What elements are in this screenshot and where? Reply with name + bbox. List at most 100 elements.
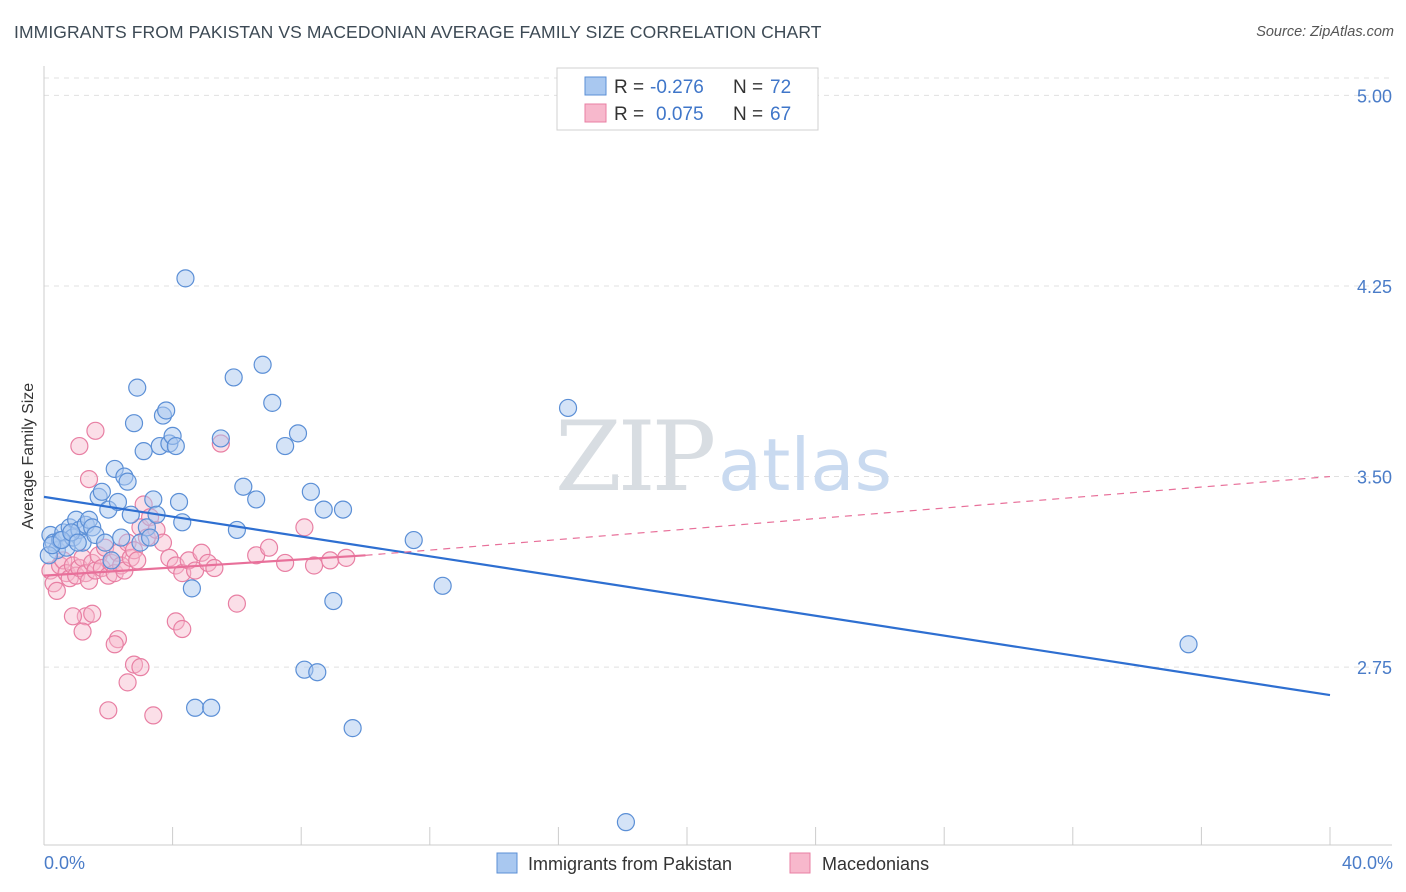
trend-line-macedonians-extended [365, 475, 1331, 556]
data-point-pakistan [234, 477, 253, 496]
data-point-pakistan [288, 424, 308, 443]
axes: 2.75 3.50 4.25 5.00 0.0% 40.0% [43, 66, 1393, 873]
bottom-legend-label-pakistan: Immigrants from Pakistan [528, 854, 732, 874]
y-tick-label: 2.75 [1357, 658, 1392, 678]
legend-r-value-1: -0.276 [650, 77, 704, 98]
y-tick-label: 3.50 [1357, 468, 1392, 488]
data-point-macedonians [47, 581, 66, 601]
data-point-pakistan [314, 500, 333, 519]
trend-line-pakistan [43, 495, 1331, 697]
correlation-legend: R = -0.276 N = 72 R = 0.075 N = 67 [556, 67, 819, 131]
data-point-macedonians [192, 543, 211, 562]
legend-n-value-1: 72 [770, 77, 791, 98]
data-point-pakistan [276, 436, 295, 456]
y-tick-label: 4.25 [1357, 277, 1392, 297]
data-point-pakistan [211, 429, 230, 448]
series-legend: Immigrants from Pakistan Macedonians [496, 852, 929, 874]
x-tick-label-max: 40.0% [1342, 853, 1393, 873]
data-point-pakistan [224, 368, 243, 387]
y-axis-label: Average Family Size [20, 383, 37, 530]
data-point-pakistan [118, 472, 137, 491]
data-point-pakistan [202, 698, 221, 717]
data-point-pakistan [324, 591, 343, 611]
trend-line-macedonians [43, 554, 366, 577]
grid [44, 77, 1392, 668]
data-point-macedonians [70, 436, 89, 456]
data-point-pakistan [102, 551, 121, 570]
data-point-pakistan [95, 533, 115, 552]
data-point-macedonians [173, 619, 192, 639]
data-point-pakistan [343, 719, 362, 738]
chart-title: IMMIGRANTS FROM PAKISTAN VS MACEDONIAN A… [14, 22, 822, 42]
series-immigrants-from-pakistan [39, 269, 1198, 832]
data-point-macedonians [83, 604, 102, 623]
bottom-legend-swatch-blue [496, 852, 518, 874]
data-point-pakistan [247, 490, 266, 509]
data-point-pakistan [301, 482, 320, 501]
data-point-macedonians [227, 594, 246, 613]
data-point-pakistan [144, 490, 163, 509]
data-point-macedonians [63, 607, 83, 626]
data-point-macedonians [160, 548, 179, 567]
data-point-pakistan [558, 398, 578, 418]
data-point-pakistan [1179, 635, 1198, 654]
data-point-macedonians [86, 421, 105, 440]
source-credit: Source: ZipAtlas.com [1256, 24, 1394, 40]
data-point-pakistan [128, 378, 147, 397]
data-point-pakistan [263, 393, 282, 412]
data-point-macedonians [259, 538, 279, 557]
data-point-pakistan [112, 528, 131, 547]
data-point-pakistan [182, 579, 201, 598]
data-point-pakistan [176, 269, 195, 288]
data-point-macedonians [321, 551, 340, 570]
trend-lines [43, 475, 1331, 697]
legend-swatch-pink [584, 103, 607, 123]
watermark-zip: ZIP [555, 401, 714, 513]
data-point-pakistan [140, 528, 160, 547]
data-point-macedonians [131, 658, 150, 677]
data-point-macedonians [295, 518, 314, 537]
data-point-pakistan [68, 533, 87, 552]
watermark-atlas: atlas [718, 423, 892, 507]
y-tick-label: 5.00 [1357, 86, 1392, 106]
data-point-pakistan [124, 414, 144, 433]
bottom-legend-label-macedonians: Macedonians [822, 854, 929, 874]
data-point-macedonians [205, 558, 224, 578]
data-point-macedonians [73, 622, 92, 641]
data-point-macedonians [79, 469, 99, 489]
data-point-macedonians [166, 612, 185, 631]
legend-r-label-1: R = [614, 77, 644, 98]
data-point-pakistan [333, 500, 353, 519]
x-tick-label-min: 0.0% [44, 853, 85, 873]
data-point-pakistan [616, 813, 636, 832]
data-point-pakistan [253, 355, 272, 374]
bottom-legend-swatch-pink [789, 852, 811, 874]
data-point-macedonians [108, 630, 128, 649]
data-point-pakistan [166, 436, 185, 456]
legend-swatch-blue [584, 76, 607, 96]
data-point-pakistan [108, 492, 128, 512]
data-point-pakistan [404, 530, 423, 550]
data-point-pakistan [308, 663, 327, 682]
legend-n-label-2: N = [733, 104, 763, 125]
data-point-macedonians [128, 551, 147, 570]
legend-r-value-2: 0.075 [656, 104, 704, 125]
data-point-pakistan [92, 482, 111, 501]
data-point-pakistan [433, 576, 452, 595]
data-point-pakistan [169, 492, 189, 512]
data-point-macedonians [276, 553, 295, 573]
data-point-pakistan [134, 442, 153, 461]
legend-r-label-2: R = [614, 104, 644, 125]
data-point-macedonians [304, 556, 324, 575]
data-point-pakistan [227, 520, 246, 540]
data-point-macedonians [144, 706, 163, 725]
data-point-pakistan [186, 698, 205, 717]
legend-n-label-1: N = [733, 77, 763, 98]
data-point-macedonians [105, 635, 124, 654]
data-point-macedonians [99, 701, 118, 720]
data-point-pakistan [157, 401, 176, 420]
watermark: ZIP atlas [555, 401, 892, 513]
legend-n-value-2: 67 [770, 104, 791, 125]
data-point-macedonians [118, 673, 137, 692]
